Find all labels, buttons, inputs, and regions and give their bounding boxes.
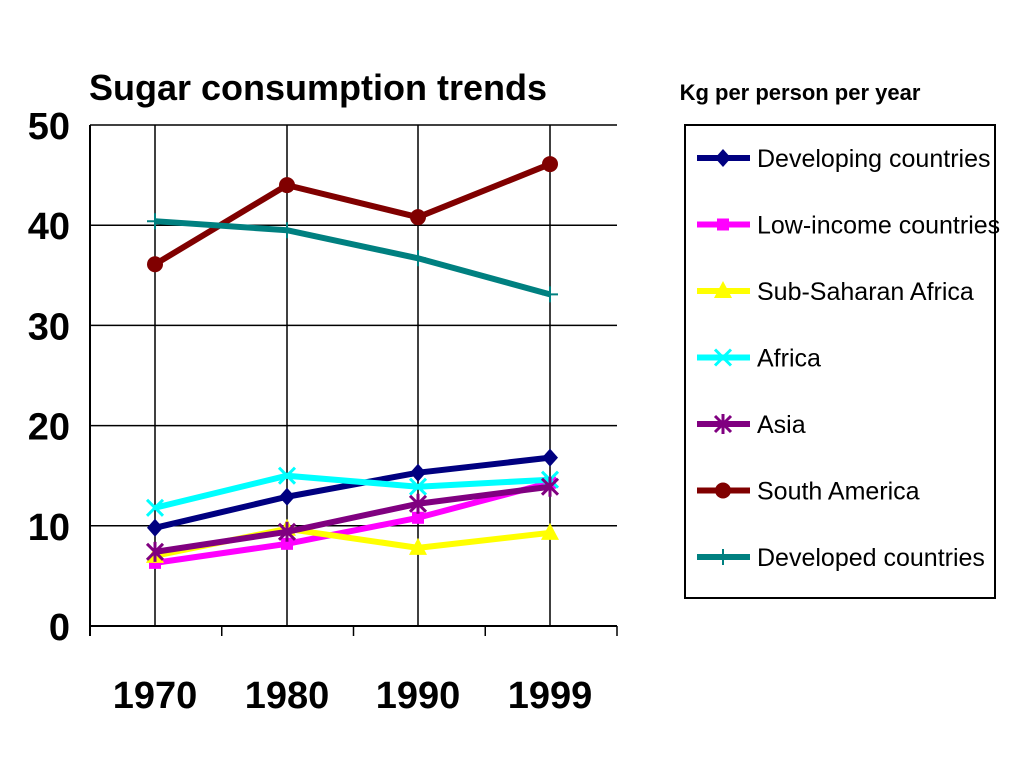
data-point-developing-countries-1990: [410, 463, 426, 482]
legend-label-south-america: South America: [757, 478, 920, 506]
data-point-asia-1999: [540, 476, 560, 497]
data-point-low-income-countries-1980: [281, 537, 293, 550]
legend-marker-africa: [713, 348, 733, 367]
legend-marker-developing-countries: [715, 149, 731, 167]
series-line-africa: [154, 472, 551, 511]
series-line-developing-countries: [154, 454, 551, 531]
series-line-developed-countries: [154, 218, 551, 298]
data-point-south-america-1980: [279, 177, 295, 194]
series-asia: [145, 476, 560, 562]
y-tick-label-10: 10: [28, 507, 70, 549]
data-point-low-income-countries-1990: [412, 511, 424, 524]
series-south-america: [147, 156, 558, 273]
axes: 0 10 20 30 40 50 1970 1980 1990 1999: [28, 106, 618, 717]
series-line-asia: [154, 483, 551, 555]
data-point-sub-saharan-africa-1990: [409, 537, 427, 555]
legend-label-low-income-countries: Low-income countries: [757, 212, 1000, 240]
legend-label-africa: Africa: [757, 345, 821, 373]
data-point-africa-1970: [145, 498, 165, 517]
legend-box: [684, 124, 996, 599]
series-line-south-america: [153, 161, 552, 267]
legend-label-sub-saharan-africa: Sub-Saharan Africa: [757, 278, 974, 306]
x-tick-label-1990: 1990: [376, 675, 461, 717]
data-point-south-america-1970: [147, 256, 163, 273]
series-line-low-income-countries: [154, 479, 551, 566]
data-point-sub-saharan-africa-1999: [541, 522, 559, 540]
y-tick-label-20: 20: [28, 407, 70, 449]
legend-item-south-america: South America: [697, 478, 920, 506]
y-tick-label-40: 40: [28, 206, 70, 248]
legend-marker-low-income-countries: [717, 218, 729, 231]
x-tick-label-1999: 1999: [508, 675, 593, 717]
data-point-asia-1970: [145, 541, 165, 562]
legend-marker-asia: [713, 414, 733, 434]
data-point-developing-countries-1999: [542, 448, 558, 467]
chart-subtitle: Kg per person per year: [680, 80, 921, 105]
legend-marker-south-america: [715, 482, 731, 499]
legend-item-developing-countries: Developing countries: [697, 145, 990, 173]
data-point-africa-1990: [408, 477, 428, 496]
legend-item-developed-countries: Developed countries: [697, 544, 985, 572]
series-developed-countries: [147, 213, 558, 303]
legend-label-developing-countries: Developing countries: [757, 145, 990, 173]
data-point-developed-countries-1980: [279, 222, 295, 239]
plot-series: [145, 156, 560, 569]
data-point-developing-countries-1970: [147, 518, 163, 537]
data-point-developed-countries-1999: [542, 286, 558, 303]
series-developing-countries: [147, 448, 558, 537]
legend-item-asia: Asia: [697, 411, 806, 439]
data-point-developed-countries-1990: [410, 250, 426, 267]
chart-title: Sugar consumption trends: [89, 67, 547, 108]
data-point-asia-1990: [408, 493, 428, 514]
data-point-south-america-1999: [542, 156, 558, 173]
legend: Developing countries Low-income countries…: [684, 124, 1000, 599]
x-tick-label-1980: 1980: [245, 675, 330, 717]
series-low-income-countries: [149, 476, 556, 569]
y-tick-label-50: 50: [28, 106, 70, 148]
data-point-africa-1980: [277, 466, 297, 485]
data-point-asia-1980: [277, 521, 297, 542]
data-point-developing-countries-1980: [279, 487, 295, 506]
y-tick-label-0: 0: [49, 607, 70, 649]
legend-item-low-income-countries: Low-income countries: [697, 212, 1000, 240]
legend-label-developed-countries: Developed countries: [757, 544, 985, 572]
data-point-developed-countries-1970: [147, 213, 163, 230]
legend-marker-developed-countries: [715, 549, 731, 565]
legend-item-africa: Africa: [697, 345, 821, 373]
legend-item-sub-saharan-africa: Sub-Saharan Africa: [697, 278, 974, 306]
legend-marker-sub-saharan-africa: [714, 281, 732, 298]
data-point-south-america-1990: [410, 209, 426, 226]
x-tick-label-1970: 1970: [113, 675, 198, 717]
y-tick-label-30: 30: [28, 306, 70, 348]
legend-label-asia: Asia: [757, 411, 806, 439]
